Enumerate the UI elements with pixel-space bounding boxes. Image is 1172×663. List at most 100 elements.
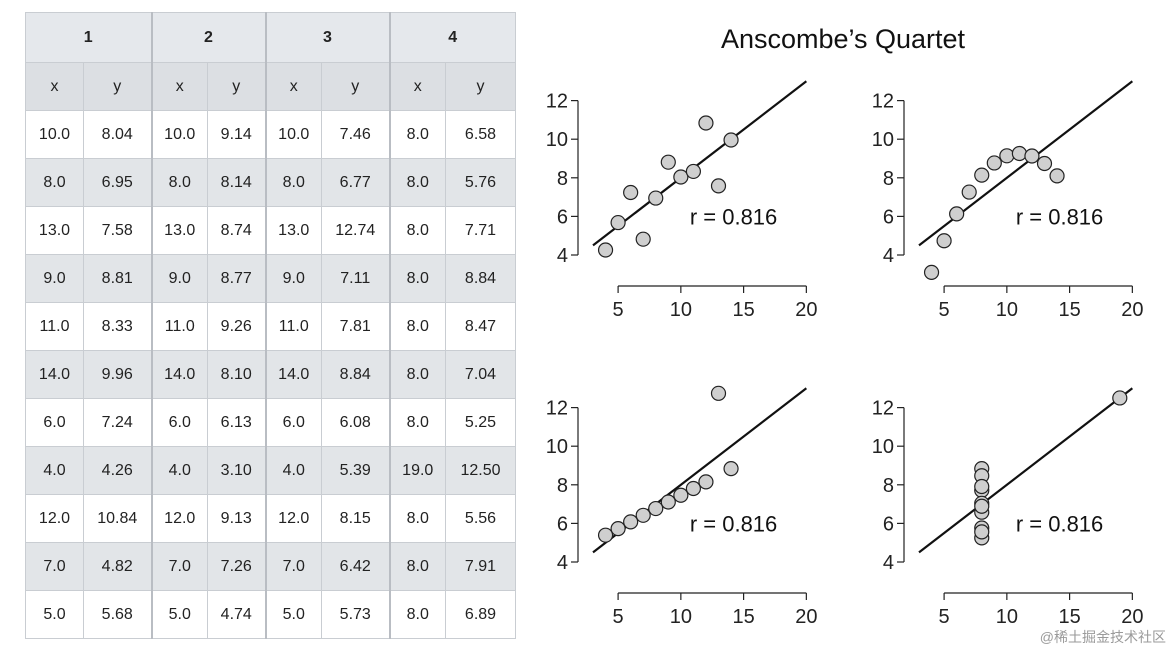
table-cell: 6.13 [207,398,266,447]
scatter-point [648,500,664,517]
x-tick-label: 15 [732,299,754,321]
table-cell: 13.0 [25,206,84,255]
regression-line [918,387,1134,554]
table-cell: 7.71 [445,206,516,255]
y-tick-label: 4 [883,552,894,574]
scatter-point [673,487,689,503]
scatter-point [635,507,651,523]
table-row: 6.0 7.24 6.0 6.13 6.0 6.08 8.0 5.25 [25,398,516,447]
table-cell: 8.0 [388,494,446,543]
group-header-cell: 1 [25,12,152,63]
table-cell: 8.84 [445,254,516,303]
y-tick-label: 10 [546,436,568,458]
scatter-point [710,178,727,194]
x-tick-label: 15 [732,606,754,628]
x-tick-label: 20 [795,299,817,321]
table-cell: 12.0 [25,494,84,543]
y-tick-label: 6 [883,513,894,535]
table-cell: 9.13 [207,494,266,543]
scatter-point [961,184,977,200]
table-cell: 8.15 [321,494,390,543]
x-tick-label: 5 [613,606,624,628]
y-tick-label: 10 [546,129,568,151]
table-cell: 6.42 [321,542,390,591]
scatter-point [1036,155,1053,172]
scatter-point [974,478,990,495]
table-cell: 4.0 [150,446,208,495]
xy-header-cell: y [321,62,390,111]
table-row: 14.0 9.96 14.0 8.10 14.0 8.84 8.0 7.04 [25,350,516,399]
y-tick-label: 12 [872,91,894,113]
table-cell: 6.58 [445,110,516,159]
table-cell: 8.14 [207,158,266,207]
table-cell: 7.0 [150,542,208,591]
watermark: @稀土掘金技术社区 [1039,629,1166,645]
table-cell: 12.50 [445,446,516,495]
scatter-point [610,521,626,537]
y-tick-label: 12 [546,398,568,420]
y-tick-label: 12 [872,398,894,420]
table-cell: 7.24 [83,398,152,447]
table-cell: 8.0 [388,158,446,207]
table-cell: 5.0 [150,590,208,639]
scatter-point [635,231,651,247]
table-cell: 8.0 [388,350,446,399]
scatter-point [1011,145,1027,162]
scatter-point [660,494,676,510]
table-cell: 7.26 [207,542,266,591]
scatter-point [660,154,676,170]
x-tick-label: 5 [939,606,950,628]
table-cell: 12.0 [150,494,208,543]
table-row: 4.0 4.26 4.0 3.10 4.0 5.39 19.0 12.50 [25,446,516,495]
scatter-point [623,184,639,201]
scatter-point [685,480,701,497]
table-cell: 5.25 [445,398,516,447]
table-row: 9.0 8.81 9.0 8.77 9.0 7.11 8.0 8.84 [25,254,516,303]
table-cell: 13.0 [264,206,322,255]
table-cell: 11.0 [264,302,322,351]
scatter-point [723,132,739,148]
table-row: 10.0 8.04 10.0 9.14 10.0 7.46 8.0 6.58 [25,110,516,159]
table-cell: 10.0 [264,110,322,159]
xy-header-cell: y [83,62,152,111]
table-cell: 5.56 [445,494,516,543]
table-row: 5.0 5.68 5.0 4.74 5.0 5.73 8.0 6.89 [25,590,516,639]
scatter-point [1112,390,1128,406]
table-cell: 10.84 [83,494,152,543]
table-cell: 4.0 [264,446,322,495]
table-cell: 13.0 [150,206,208,255]
x-tick-label: 10 [670,606,692,628]
scatter-point [698,115,714,131]
regression-line [592,80,808,247]
table-cell: 14.0 [264,350,322,399]
table-cell: 3.10 [207,446,266,495]
table-cell: 8.77 [207,254,266,303]
xy-header-cell: x [264,62,322,111]
table-cell: 8.47 [445,302,516,351]
table-row: 7.0 4.82 7.0 7.26 7.0 6.42 8.0 7.91 [25,542,516,591]
table-cell: 5.76 [445,158,516,207]
table-cell: 6.0 [264,398,322,447]
table-cell: 10.0 [25,110,84,159]
scatter-point [974,524,990,540]
scatter-point [1049,168,1065,184]
table-cell: 5.39 [321,446,390,495]
table-cell: 4.26 [83,446,152,495]
table-cell: 5.68 [83,590,152,639]
scatter-point [648,190,664,206]
table-row: 11.0 8.33 11.0 9.26 11.0 7.81 8.0 8.47 [25,302,516,351]
scatter-point [936,233,952,249]
table-cell: 9.26 [207,302,266,351]
group-header-cell: 3 [264,12,390,63]
anscombe-charts: Anscombe’s Quartet 4 6 8 10 12 5 10 15 20 r = 0.81… [546,24,1144,628]
xy-header-cell: x [388,62,446,111]
scatter-point [673,169,689,185]
y-tick-label: 12 [546,91,568,113]
table-cell: 9.0 [264,254,322,303]
table-cell: 7.91 [445,542,516,591]
table-cell: 8.74 [207,206,266,255]
correlation-annotation: r = 0.816 [690,511,777,536]
table-row: 13.0 7.58 13.0 8.74 13.0 12.74 8.0 7.71 [25,206,516,255]
table-cell: 6.08 [321,398,390,447]
